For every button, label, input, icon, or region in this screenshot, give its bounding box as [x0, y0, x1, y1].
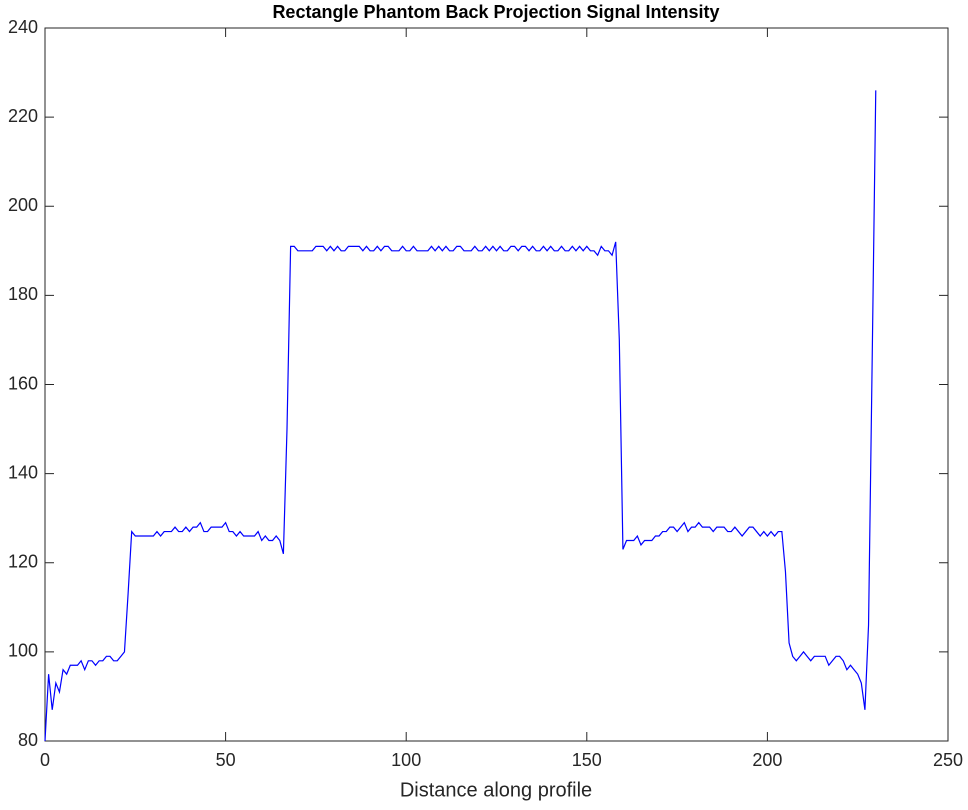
y-tick-label: 180 [8, 284, 38, 304]
y-tick-label: 240 [8, 17, 38, 37]
chart-title: Rectangle Phantom Back Projection Signal… [272, 2, 719, 22]
y-tick-label: 220 [8, 106, 38, 126]
x-tick-label: 100 [391, 750, 421, 770]
x-axis-label: Distance along profile [400, 779, 592, 801]
x-tick-label: 150 [572, 750, 602, 770]
y-tick-label: 160 [8, 373, 38, 393]
y-tick-label: 80 [18, 730, 38, 750]
y-tick-label: 200 [8, 195, 38, 215]
y-tick-label: 100 [8, 641, 38, 661]
x-tick-label: 0 [40, 750, 50, 770]
y-tick-label: 140 [8, 462, 38, 482]
data-line [44, 90, 877, 742]
y-tick-label: 120 [8, 552, 38, 572]
x-tick-label: 200 [752, 750, 782, 770]
x-tick-label: 250 [933, 750, 963, 770]
x-tick-label: 50 [216, 750, 236, 770]
